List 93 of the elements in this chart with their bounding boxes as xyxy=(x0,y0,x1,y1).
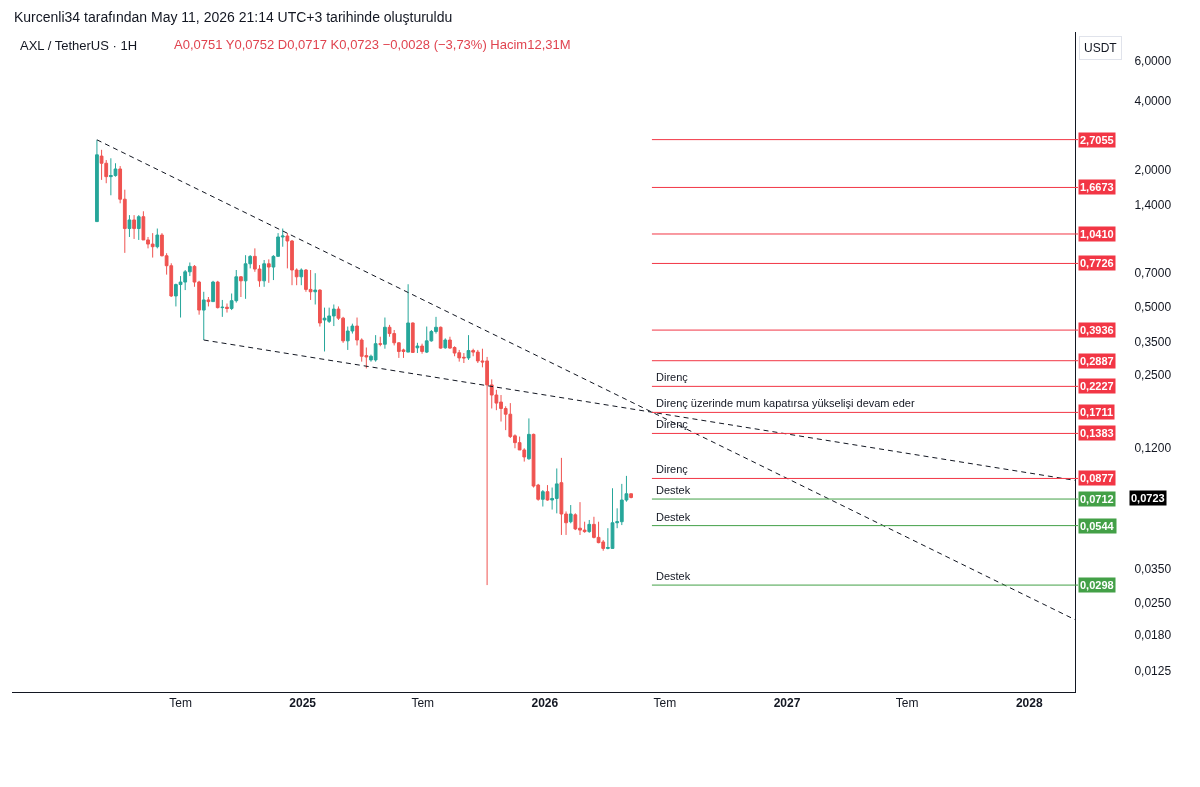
annotation: Direnç üzerinde mum kapatırsa yükselişi devam eder xyxy=(656,397,915,409)
ref-line-label: 0,0544 xyxy=(1080,520,1115,532)
candlestick xyxy=(345,326,350,351)
ref-line-label: 0,1711 xyxy=(1080,406,1114,418)
y-tick-label: 0,1200 xyxy=(1134,440,1172,455)
ref-line-label: 1,0410 xyxy=(1080,228,1114,240)
candlestick xyxy=(262,259,267,288)
candlestick xyxy=(215,280,220,309)
x-tick-label: Tem xyxy=(895,696,919,711)
candlestick xyxy=(378,336,383,347)
candlestick xyxy=(132,214,136,240)
ref-line-label: 0,0877 xyxy=(1080,472,1114,484)
candlestick xyxy=(136,214,141,241)
candlestick xyxy=(443,337,448,350)
y-tick-label: 0,2500 xyxy=(1134,368,1172,383)
x-tick-label: Tem xyxy=(411,696,435,711)
annotation: Destek xyxy=(656,570,691,582)
text: AXL / TetherUS · 1H xyxy=(20,37,138,53)
candlestick xyxy=(610,487,615,549)
candlestick xyxy=(410,322,415,353)
ref-line-label: 2,7055 xyxy=(1080,134,1114,146)
candlestick xyxy=(568,504,573,524)
y-tick-label: 0,0350 xyxy=(1134,562,1172,577)
ref-line-label: 0,1383 xyxy=(1080,427,1114,439)
candlestick xyxy=(201,291,206,341)
y-tick-label: 0,0250 xyxy=(1134,595,1172,610)
candlestick xyxy=(540,489,545,508)
candlestick xyxy=(127,214,132,238)
candlestick xyxy=(420,343,424,355)
candlestick xyxy=(95,139,99,223)
annotation: Direnç xyxy=(656,463,689,475)
candlestick xyxy=(313,272,318,305)
y-tick-label: 2,0000 xyxy=(1134,162,1172,177)
candlestick xyxy=(99,149,104,181)
candlestick xyxy=(587,519,592,534)
x-tick-label: 2028 xyxy=(1015,696,1043,711)
candlestick xyxy=(308,269,313,301)
candlestick xyxy=(150,232,155,259)
y-tick-label: 0,5000 xyxy=(1134,299,1172,314)
ref-line-label: 1,6673 xyxy=(1080,181,1114,193)
candlestick xyxy=(559,457,564,536)
y-axis-title: USDT xyxy=(1084,41,1118,55)
candlestick xyxy=(629,493,633,499)
candlestick xyxy=(266,258,271,284)
annotation: Destek xyxy=(656,484,691,496)
candlestick xyxy=(438,326,443,350)
y-tick-label: 4,0000 xyxy=(1134,94,1172,109)
ref-line-label: 0,0298 xyxy=(1080,579,1114,591)
candlestick xyxy=(545,484,550,502)
candlestick xyxy=(373,334,378,363)
candlestick xyxy=(225,303,229,314)
x-tick-label: 2026 xyxy=(531,696,559,711)
x-tick-label: 2027 xyxy=(773,696,801,711)
ref-line-label: 0,3936 xyxy=(1080,324,1114,336)
y-tick-label: 0,3500 xyxy=(1134,334,1172,349)
chart-subtitle: A0,0751 Y0,0752 D0,0717 K0,0723 −0,0028 (−3,73%) Hacim12,31M xyxy=(174,37,571,52)
candlestick xyxy=(554,467,559,514)
y-tick-label: 1,4000 xyxy=(1134,197,1172,212)
text: Kurcenli34 tarafından May 11, 2026 21:14 UTC+3 tarihinde oluşturuldu xyxy=(14,9,453,25)
text: 0,0723 xyxy=(1131,492,1165,504)
candlestick xyxy=(527,417,531,461)
candlestick xyxy=(322,307,327,352)
candlestick xyxy=(211,280,215,303)
candlestick xyxy=(155,228,160,249)
x-tick-label: Tem xyxy=(169,696,192,711)
candlestick xyxy=(331,303,336,327)
candlestick xyxy=(415,342,420,354)
annotation: Direnç xyxy=(656,418,689,430)
candlestick xyxy=(475,349,480,364)
ref-line-label: 0,0712 xyxy=(1080,493,1114,505)
candlestick xyxy=(461,352,466,364)
ref-line-label: 0,7726 xyxy=(1080,257,1114,269)
y-tick-label: 6,0000 xyxy=(1134,54,1172,69)
y-tick-label: 0,7000 xyxy=(1134,266,1172,281)
candlestick xyxy=(383,317,387,350)
candlestick xyxy=(239,275,243,298)
candlestick xyxy=(206,296,211,307)
candlestick xyxy=(406,283,411,353)
y-tick-label: 0,0180 xyxy=(1134,628,1172,643)
candlestick xyxy=(457,349,462,363)
candlestick xyxy=(299,267,304,286)
candlestick xyxy=(424,326,429,354)
candlestick xyxy=(220,299,225,318)
candlestick xyxy=(318,288,322,328)
candlestick xyxy=(243,254,248,300)
annotation: Direnç xyxy=(656,371,689,383)
annotation: Destek xyxy=(656,511,691,523)
ref-line-label: 0,2227 xyxy=(1080,380,1114,392)
y-tick-label: 0,0125 xyxy=(1134,664,1172,679)
candlestick xyxy=(466,334,471,361)
x-tick-label: 2025 xyxy=(289,696,317,711)
x-tick-label: Tem xyxy=(653,696,677,711)
ref-line-label: 0,2887 xyxy=(1080,355,1114,367)
